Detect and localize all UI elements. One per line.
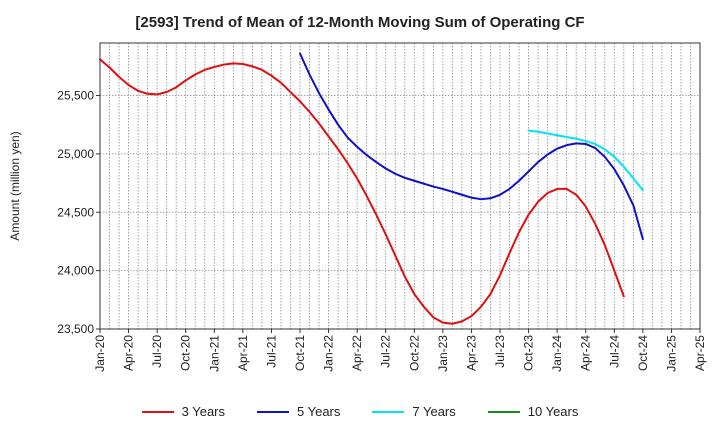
legend-swatch [372, 410, 405, 413]
x-tick-label: Apr-21 [236, 335, 250, 371]
legend-swatch [141, 410, 174, 413]
legend-item-7-years: 7 Years [372, 404, 456, 419]
x-tick-label: Oct-20 [179, 335, 193, 371]
y-tick-label: 24,500 [57, 205, 94, 219]
legend-swatch [487, 410, 520, 413]
legend-item-10-years: 10 Years [487, 404, 579, 419]
legend-swatch [257, 410, 289, 413]
x-tick-label: Jul-24 [607, 335, 621, 368]
legend-item-5-years: 5 Years [257, 404, 340, 419]
legend-label: 10 Years [527, 404, 579, 419]
chart-legend: 3 Years 5 Years 7 Years 10 Years [0, 404, 720, 419]
x-tick-label: Jan-20 [93, 335, 107, 372]
x-tick-label: Oct-23 [522, 335, 536, 371]
x-tick-label: Jul-22 [379, 335, 393, 368]
x-tick-label: Jan-21 [207, 335, 221, 372]
series-line-3-years [99, 58, 625, 325]
x-tick-label: Apr-25 [693, 335, 707, 371]
x-tick-label: Apr-22 [350, 335, 364, 371]
legend-item-3-years: 3 Years [141, 404, 225, 419]
x-tick-label: Apr-20 [122, 335, 136, 371]
x-tick-label: Oct-22 [407, 335, 421, 371]
y-tick-label: 23,500 [57, 322, 94, 336]
x-tick-label: Jul-21 [264, 335, 278, 368]
plot-frame [99, 42, 701, 330]
x-tick-label: Jan-22 [322, 335, 336, 372]
legend-label: 5 Years [297, 404, 341, 419]
x-tick-label: Jan-23 [436, 335, 450, 372]
x-tick-label: Oct-24 [636, 335, 650, 371]
y-tick-label: 25,000 [57, 147, 94, 161]
legend-label: 7 Years [412, 404, 456, 419]
series-line-7-years [527, 129, 644, 192]
chart-title: [2593] Trend of Mean of 12-Month Moving … [135, 14, 585, 31]
x-tick-label: Jul-20 [150, 335, 164, 368]
legend-label: 3 Years [181, 404, 225, 419]
x-tick-label: Apr-23 [464, 335, 478, 371]
x-tick-label: Jul-23 [493, 335, 507, 368]
series-line-5-years [299, 52, 644, 241]
y-axis-label: Amount (million yen) [8, 131, 22, 240]
x-tick-label: Jan-24 [550, 335, 564, 372]
x-tick-label: Oct-21 [293, 335, 307, 371]
y-tick-label: 24,000 [57, 264, 94, 278]
y-tick-label: 25,500 [57, 89, 94, 103]
x-tick-label: Apr-24 [579, 335, 593, 371]
x-tick-label: Jan-25 [664, 335, 678, 372]
